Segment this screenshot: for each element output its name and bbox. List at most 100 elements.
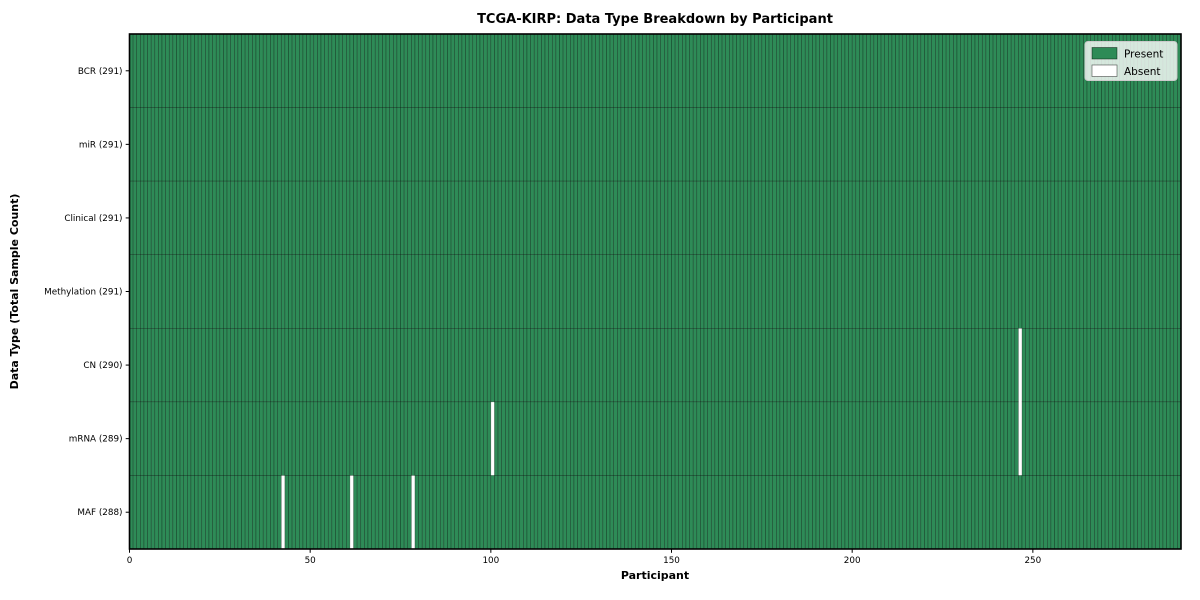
heatmap-cell [559,328,564,403]
heatmap-cell [1090,328,1095,403]
heatmap-cell [837,328,842,403]
heatmap-cell [248,107,253,182]
heatmap-cell [1068,107,1073,182]
heatmap-cell [945,107,951,182]
heatmap-cell [288,401,293,476]
heatmap-cell [956,475,961,550]
heatmap-cell [371,180,376,255]
heatmap-cell [931,107,936,182]
heatmap-cell [523,33,528,108]
heatmap-cell [494,254,499,329]
heatmap-cell [429,401,434,476]
heatmap-cell [1112,107,1117,182]
heatmap-cell [902,328,907,403]
heatmap-cell [714,328,719,403]
heatmap-cell [551,107,557,182]
heatmap-cell [356,328,362,403]
heatmap-cell [364,328,369,403]
heatmap-cell [483,254,488,329]
heatmap-cell [786,328,792,403]
heatmap-cell [967,401,972,476]
heatmap-cell [1151,254,1156,329]
heatmap-cell [234,401,239,476]
heatmap-cell [747,401,752,476]
heatmap-cell [306,475,311,550]
heatmap-cell [168,107,174,182]
heatmap-cell [783,33,788,108]
heatmap-cell [765,33,770,108]
heatmap-cell [866,180,871,255]
heatmap-cell [551,328,557,403]
heatmap-cell [450,107,455,182]
heatmap-cell [938,401,943,476]
heatmap-cell [349,107,354,182]
heatmap-cell [747,475,752,550]
heatmap-cell [898,107,904,182]
heatmap-cell [573,33,578,108]
heatmap-cell [729,254,734,329]
heatmap-cell [367,33,372,108]
heatmap-cell [277,107,282,182]
heatmap-cell [631,33,636,108]
heatmap-cell [992,254,997,329]
heatmap-cell [974,33,979,108]
heatmap-cell [963,33,969,108]
heatmap-cell [570,180,575,255]
heatmap-cell [700,475,705,550]
heatmap-cell [1137,254,1142,329]
heatmap-cell [382,401,387,476]
heatmap-cell [248,475,253,550]
heatmap-cell [501,401,506,476]
heatmap-cell [1025,180,1030,255]
heatmap-cell [1097,475,1102,550]
heatmap-cell [584,107,589,182]
heatmap-cell [458,328,463,403]
heatmap-cell [132,33,137,108]
heatmap-cell [327,180,333,255]
heatmap-cell [1057,328,1063,403]
heatmap-cell [674,180,680,255]
heatmap-cell [580,475,586,550]
heatmap-cell [544,401,549,476]
heatmap-cell [429,33,434,108]
heatmap-cell [692,328,698,403]
heatmap-cell [317,107,322,182]
heatmap-cell [707,328,712,403]
heatmap-cell [960,401,965,476]
heatmap-cell [501,180,506,255]
heatmap-cell [150,401,156,476]
heatmap-cell [1126,475,1131,550]
heatmap-cell [280,180,286,255]
heatmap-cell [953,401,958,476]
heatmap-cell [877,475,882,550]
heatmap-cell [671,254,676,329]
heatmap-cell [732,475,737,550]
heatmap-cell [1130,328,1135,403]
heatmap-cell [497,401,502,476]
heatmap-cell [349,254,354,329]
heatmap-cell [580,107,586,182]
heatmap-cell [909,33,914,108]
heatmap-cell [288,107,293,182]
heatmap-cell [949,254,954,329]
heatmap-cell [1169,328,1175,403]
heatmap-cell [1097,107,1102,182]
heatmap-cell [1090,401,1095,476]
heatmap-cell [299,475,304,550]
heatmap-cell [1083,475,1088,550]
heatmap-cell [367,180,372,255]
heatmap-cell [1065,401,1070,476]
heatmap-cell [700,401,705,476]
heatmap-cell [866,401,871,476]
heatmap-cell [996,33,1001,108]
heatmap-cell [284,401,289,476]
heatmap-cell [790,254,795,329]
heatmap-cell [602,33,607,108]
heatmap-cell [1079,401,1084,476]
heatmap-cell [891,107,896,182]
heatmap-cell [909,475,914,550]
heatmap-cell [967,254,972,329]
heatmap-cell [168,475,174,550]
heatmap-cell [757,401,763,476]
heatmap-cell [981,254,987,329]
